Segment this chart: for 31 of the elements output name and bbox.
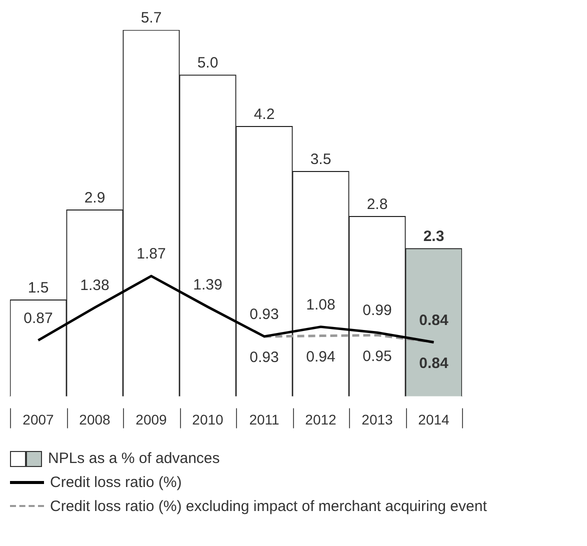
- data-label: 0.95: [362, 348, 392, 365]
- data-label: 0.93: [250, 306, 279, 324]
- data-label: 0.94: [306, 348, 336, 366]
- data-label: 2.3: [423, 228, 444, 246]
- data-label: 0.84: [419, 354, 449, 372]
- x-tick-label: 2007: [22, 411, 54, 428]
- legend-label: Credit loss ratio (%) excluding impact of merchant acquiring event: [50, 498, 487, 514]
- data-label: 2.8: [366, 196, 388, 213]
- x-tick-label: 2014: [418, 411, 450, 428]
- legend-label: Credit loss ratio (%): [50, 474, 182, 490]
- data-label: 0.84: [419, 312, 449, 329]
- data-label: 4.2: [254, 106, 275, 124]
- x-tick-label: 2011: [249, 411, 280, 428]
- data-label: 0.99: [362, 302, 392, 320]
- x-tick-label: 2012: [305, 411, 337, 428]
- data-label: 5.7: [140, 10, 162, 27]
- legend-label: NPLs as a % of advances: [48, 450, 220, 466]
- x-tick-label: 2009: [136, 411, 168, 428]
- data-label: 2.9: [84, 190, 106, 207]
- data-label: 0.87: [24, 310, 53, 327]
- data-label: 1.39: [193, 276, 222, 294]
- x-tick-label: 2013: [362, 411, 394, 428]
- data-label: 1.5: [28, 279, 49, 296]
- data-label: 1.08: [306, 296, 336, 314]
- data-label: 5.0: [197, 54, 218, 72]
- data-label: 1.38: [80, 277, 110, 294]
- data-label: 0.93: [250, 349, 279, 366]
- data-label: 1.87: [136, 246, 166, 263]
- x-tick-label: 2008: [79, 411, 111, 428]
- data-label: 3.5: [310, 150, 332, 168]
- x-tick-label: 2010: [192, 411, 224, 428]
